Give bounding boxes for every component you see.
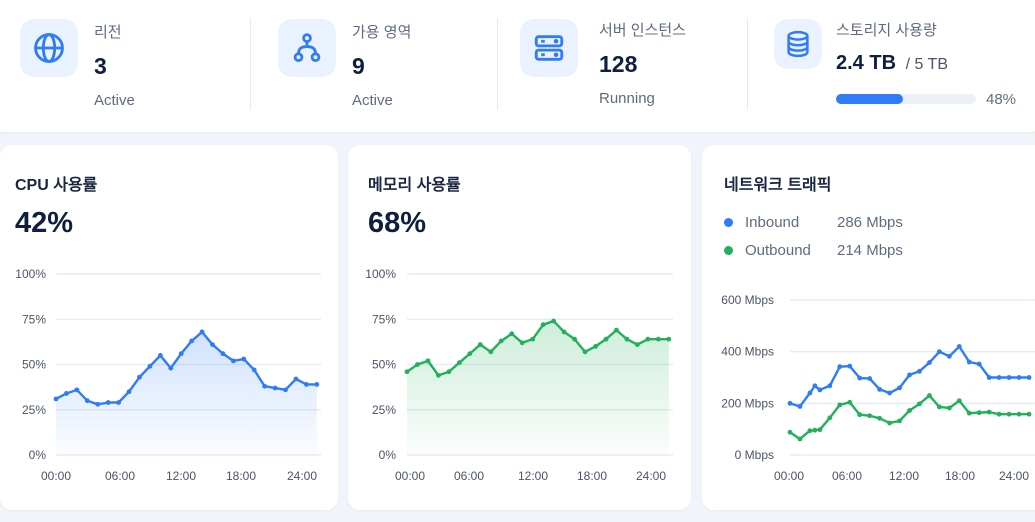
svg-text:50%: 50% [22,358,46,372]
svg-text:25%: 25% [372,403,396,417]
database-icon [774,19,822,69]
svg-text:12:00: 12:00 [518,469,548,483]
legend-label: Inbound [745,214,800,231]
svg-text:18:00: 18:00 [945,469,975,483]
cpu-usage-card: CPU 사용률 42% 0% 25% 50% 75% 100% 00:00 06:00 12:… [0,145,338,510]
stat-label: 리전 [94,24,122,41]
memory-usage-chart[interactable]: 0% 25% 50% 75% 100% 00:00 06:00 12:00 18:00 24:00 [348,145,691,510]
svg-text:00:00: 00:00 [395,469,425,483]
svg-text:24:00: 24:00 [287,469,317,483]
svg-text:50%: 50% [372,358,396,372]
stat-status: Active [352,92,393,109]
svg-text:18:00: 18:00 [226,469,256,483]
legend-label: Outbound [745,242,811,259]
stat-label: 스토리지 사용량 [836,22,937,39]
cpu-value: 42% [15,207,74,239]
svg-text:25%: 25% [22,403,46,417]
legend-outbound: Outbound 214 Mbps [724,242,903,259]
svg-text:75%: 75% [22,312,46,326]
stat-label: 서버 인스턴스 [599,22,686,39]
svg-text:0 Mbps: 0 Mbps [735,448,774,462]
legend-inbound: Inbound 286 Mbps [724,214,903,231]
memory-usage-card: 메모리 사용률 68% 0% 25% 50% 75% 100% 00:00 06:00 12:… [348,145,691,510]
card-title: 네트워크 트래픽 [724,177,832,194]
stat-value: 128 [599,51,638,77]
svg-text:12:00: 12:00 [166,469,196,483]
legend-value: 286 Mbps [837,214,903,231]
svg-text:0%: 0% [29,448,47,462]
divider [747,18,748,110]
stat-status: Running [599,90,655,107]
cpu-usage-chart[interactable]: 0% 25% 50% 75% 100% 00:00 06:00 12:00 18:00 24:00 [0,145,338,510]
network-traffic-chart[interactable]: 0 Mbps 200 Mbps 400 Mbps 600 Mbps 00:00 06:00… [702,145,1035,510]
globe-icon [20,19,78,77]
inbound-dot-icon [724,218,733,227]
svg-text:0%: 0% [379,448,397,462]
svg-text:400 Mbps: 400 Mbps [721,345,774,359]
divider [497,18,498,110]
network-traffic-card: 네트워크 트래픽 Inbound 286 Mbps Outbound 214 M… [702,145,1035,510]
summary-bar [0,0,1035,132]
divider [250,18,251,110]
svg-text:06:00: 06:00 [105,469,135,483]
stat-value: 9 [352,53,365,79]
stat-value: 2.4 TB / 5 TB [836,52,948,75]
svg-text:18:00: 18:00 [577,469,607,483]
svg-text:200 Mbps: 200 Mbps [721,396,774,410]
storage-total: / 5 TB [905,56,948,73]
card-title: CPU 사용률 [15,177,98,194]
svg-text:600 Mbps: 600 Mbps [721,293,774,307]
storage-percent: 48% [986,91,1017,108]
stat-status: Active [94,92,135,109]
outbound-dot-icon [724,246,733,255]
storage-used: 2.4 TB [836,52,897,74]
server-icon [520,19,578,77]
memory-value: 68% [368,207,427,239]
svg-text:00:00: 00:00 [774,469,804,483]
storage-progress-fill [836,94,904,104]
stat-label: 가용 영역 [352,24,412,41]
legend-value: 214 Mbps [837,242,903,259]
svg-text:12:00: 12:00 [889,469,919,483]
stat-value: 3 [94,53,107,79]
svg-text:24:00: 24:00 [999,469,1029,483]
svg-text:75%: 75% [372,312,396,326]
svg-text:00:00: 00:00 [41,469,71,483]
svg-text:06:00: 06:00 [832,469,862,483]
storage-progress-bar [836,94,976,104]
svg-text:06:00: 06:00 [454,469,484,483]
network-nodes-icon [278,19,336,77]
svg-text:100%: 100% [365,267,396,281]
svg-text:100%: 100% [15,267,46,281]
card-title: 메모리 사용률 [368,177,461,194]
svg-text:24:00: 24:00 [636,469,666,483]
